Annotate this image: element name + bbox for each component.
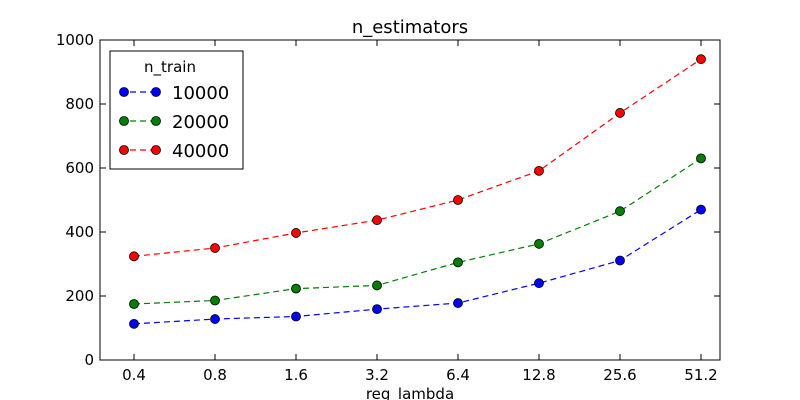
data-point [372, 280, 382, 291]
y-axis: 0 200 400 600 800 1000 [56, 31, 720, 369]
y-tick-label: 800 [65, 95, 94, 113]
x-tick-label: 0.8 [203, 366, 227, 384]
data-point [453, 257, 463, 268]
data-point [534, 278, 544, 289]
data-point [372, 215, 382, 226]
data-point [453, 298, 463, 308]
series-10000 [129, 204, 706, 329]
data-point [453, 195, 463, 205]
series-line-20000 [133, 157, 702, 305]
data-point [129, 318, 139, 329]
data-point [291, 228, 301, 238]
data-point [696, 54, 706, 65]
x-tick-label: 6.4 [446, 366, 470, 384]
legend-marker [119, 87, 129, 97]
data-point [210, 243, 220, 253]
legend: n_train 10000 20000 40000 [109, 50, 244, 170]
data-point [534, 238, 544, 249]
x-tick-label: 12.8 [522, 366, 555, 384]
data-point [696, 204, 706, 215]
x-axis: 0.4 0.8 1.6 3.2 6.4 12.8 25.6 51.2 [122, 40, 718, 384]
data-point [291, 283, 301, 294]
legend-label: 10000 [172, 83, 229, 104]
x-tick-label: 25.6 [603, 366, 636, 384]
y-tick-label: 200 [65, 287, 94, 305]
legend-marker [119, 145, 129, 155]
data-point [210, 314, 220, 324]
y-tick-label: 0 [84, 351, 94, 369]
legend-marker [151, 116, 161, 126]
x-tick-label: 0.4 [122, 366, 146, 384]
x-tick-label: 1.6 [284, 366, 308, 384]
data-point [129, 299, 139, 309]
series-20000 [129, 153, 706, 309]
legend-box [109, 50, 244, 170]
series-group [129, 54, 706, 329]
y-tick-label: 400 [65, 223, 94, 241]
y-tick-label: 600 [65, 159, 94, 177]
data-point [615, 206, 625, 217]
legend-title: n_train [144, 58, 196, 77]
x-tick-label: 51.2 [684, 366, 717, 384]
chart-title: n_estimators [352, 17, 468, 38]
data-point [291, 311, 301, 322]
data-point [534, 165, 544, 176]
data-point [129, 251, 139, 262]
data-point [696, 153, 706, 164]
legend-marker [119, 116, 129, 126]
series-40000 [129, 54, 706, 262]
legend-label: 20000 [172, 112, 229, 133]
data-point [615, 108, 625, 118]
x-axis-label: reg_lambda [366, 385, 454, 400]
legend-marker [151, 87, 161, 97]
series-line-40000 [133, 58, 702, 257]
data-point [615, 255, 625, 266]
legend-label: 40000 [172, 141, 229, 162]
legend-marker [151, 145, 161, 155]
data-point [372, 304, 382, 315]
y-tick-label: 1000 [56, 31, 94, 49]
x-tick-label: 3.2 [365, 366, 389, 384]
series-line-10000 [133, 209, 702, 325]
data-point [210, 295, 220, 306]
